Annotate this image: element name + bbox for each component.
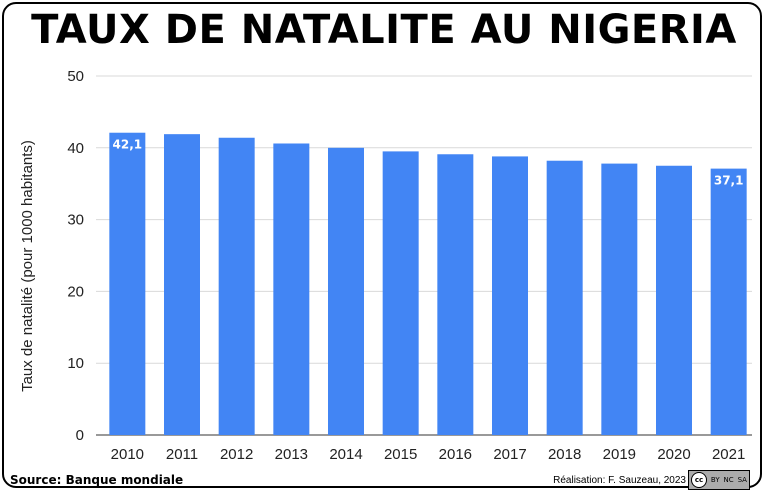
chart-title: TAUX DE NATALITE AU NIGERIA bbox=[31, 7, 737, 53]
x-tick-label: 2014 bbox=[329, 446, 362, 463]
y-tick-label: 10 bbox=[67, 355, 84, 372]
y-axis-label: Taux de natalité (pour 1000 habitants) bbox=[19, 140, 36, 392]
bar-2021 bbox=[710, 168, 747, 435]
bar-2018 bbox=[546, 160, 583, 435]
x-tick-label: 2012 bbox=[220, 446, 253, 463]
bar-2015 bbox=[382, 151, 419, 435]
bar-2016 bbox=[437, 154, 474, 435]
bar-2019 bbox=[601, 163, 638, 435]
bar-2017 bbox=[492, 156, 528, 435]
y-tick-label: 40 bbox=[67, 140, 84, 157]
data-label: 42,1 bbox=[113, 138, 143, 152]
bar-2012 bbox=[218, 137, 255, 436]
source-text: Source: Banque mondiale bbox=[10, 473, 184, 487]
license-sa: SA bbox=[737, 476, 747, 484]
y-tick-label: 0 bbox=[76, 427, 84, 444]
x-tick-label: 2015 bbox=[384, 446, 417, 463]
cc-license-badge: cc BY NC SA bbox=[688, 470, 750, 490]
license-nc: NC bbox=[723, 476, 734, 484]
x-tick-label: 2020 bbox=[657, 446, 690, 463]
x-tick-label: 2013 bbox=[275, 446, 308, 463]
x-tick-label: 2021 bbox=[712, 446, 745, 463]
x-tick-label: 2016 bbox=[439, 446, 472, 463]
bar-2010 bbox=[109, 132, 146, 436]
x-tick-label: 2010 bbox=[111, 446, 144, 463]
bar-2014 bbox=[328, 147, 364, 436]
data-label: 37,1 bbox=[714, 174, 744, 188]
x-tick-label: 2019 bbox=[603, 446, 636, 463]
x-tick-label: 2018 bbox=[548, 446, 581, 463]
bar-2013 bbox=[273, 143, 310, 435]
cc-icon: cc bbox=[690, 472, 707, 488]
license-by: BY bbox=[710, 476, 720, 484]
x-tick-label: 2017 bbox=[493, 446, 526, 463]
y-tick-label: 20 bbox=[67, 283, 84, 300]
y-tick-label: 30 bbox=[67, 212, 84, 229]
x-tick-label: 2011 bbox=[166, 446, 198, 463]
bar-2011 bbox=[164, 134, 200, 435]
y-tick-label: 50 bbox=[67, 68, 84, 85]
credit-text: Réalisation: F. Sauzeau, 2023 bbox=[553, 475, 686, 486]
bar-2020 bbox=[656, 165, 692, 435]
